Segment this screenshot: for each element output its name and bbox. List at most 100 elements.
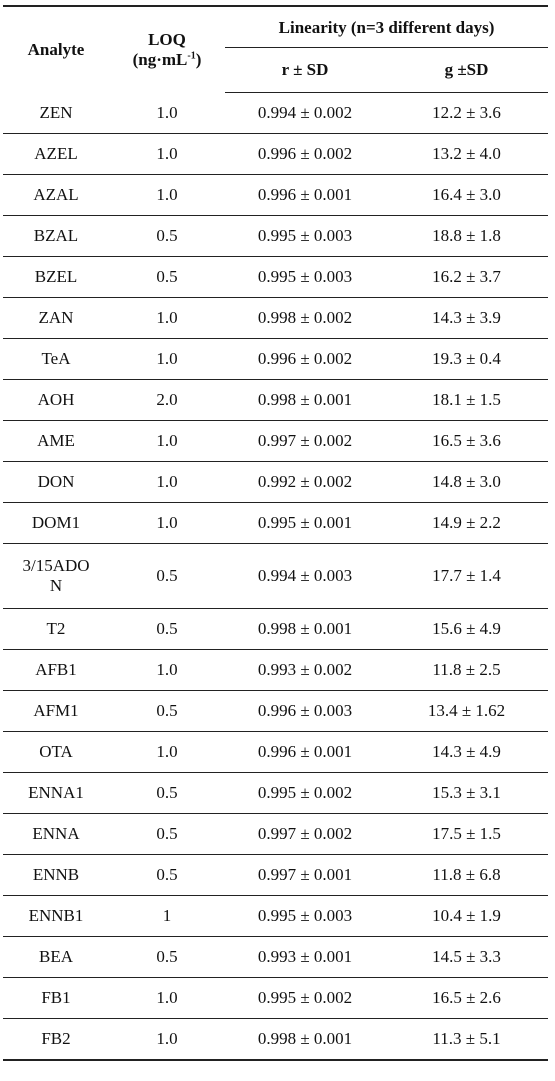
cell-loq: 1.0 bbox=[109, 649, 225, 691]
linearity-table: Analyte LOQ (ng·mL-1) Linearity (n=3 dif… bbox=[3, 5, 549, 1061]
cell-r-sd: 0.992 ± 0.002 bbox=[225, 461, 385, 503]
cell-r-sd: 0.996 ± 0.003 bbox=[225, 690, 385, 732]
cell-r-sd: 0.996 ± 0.002 bbox=[225, 133, 385, 175]
cell-r-sd: 0.995 ± 0.002 bbox=[225, 977, 385, 1019]
cell-g-sd: 11.3 ± 5.1 bbox=[385, 1018, 549, 1061]
cell-g-sd: 14.3 ± 3.9 bbox=[385, 297, 549, 339]
cell-analyte: ENNB1 bbox=[3, 895, 109, 937]
cell-analyte: ENNB bbox=[3, 854, 109, 896]
header-linearity: Linearity (n=3 different days) bbox=[225, 6, 549, 48]
table-row: AFB1 1.0 0.993 ± 0.002 11.8 ± 2.5 bbox=[3, 649, 549, 691]
cell-r-sd: 0.995 ± 0.003 bbox=[225, 256, 385, 298]
cell-r-sd: 0.996 ± 0.001 bbox=[225, 174, 385, 216]
cell-g-sd: 18.8 ± 1.8 bbox=[385, 215, 549, 257]
table-row: AZEL 1.0 0.996 ± 0.002 13.2 ± 4.0 bbox=[3, 133, 549, 175]
table-row: FB2 1.0 0.998 ± 0.001 11.3 ± 5.1 bbox=[3, 1018, 549, 1061]
header-loq-line2: (ng·mL-1) bbox=[132, 49, 202, 69]
cell-loq: 1.0 bbox=[109, 297, 225, 339]
cell-g-sd: 15.3 ± 3.1 bbox=[385, 772, 549, 814]
cell-g-sd: 14.3 ± 4.9 bbox=[385, 731, 549, 773]
cell-analyte: AFM1 bbox=[3, 690, 109, 732]
header-r-sd: r ± SD bbox=[225, 47, 385, 93]
table-row: ENNB 0.5 0.997 ± 0.001 11.8 ± 6.8 bbox=[3, 854, 549, 896]
cell-r-sd: 0.997 ± 0.002 bbox=[225, 420, 385, 462]
table-row: ZEN 1.0 0.994 ± 0.002 12.2 ± 3.6 bbox=[3, 92, 549, 134]
cell-loq: 0.5 bbox=[109, 690, 225, 732]
table-body: ZEN 1.0 0.994 ± 0.002 12.2 ± 3.6 AZEL 1.0 0.99… bbox=[3, 92, 549, 1061]
table-row: FB1 1.0 0.995 ± 0.002 16.5 ± 2.6 bbox=[3, 977, 549, 1019]
cell-analyte: DOM1 bbox=[3, 502, 109, 544]
table-row: DON 1.0 0.992 ± 0.002 14.8 ± 3.0 bbox=[3, 461, 549, 503]
cell-r-sd: 0.995 ± 0.003 bbox=[225, 895, 385, 937]
cell-analyte: AME bbox=[3, 420, 109, 462]
cell-r-sd: 0.997 ± 0.001 bbox=[225, 854, 385, 896]
cell-r-sd: 0.996 ± 0.002 bbox=[225, 338, 385, 380]
cell-analyte: TeA bbox=[3, 338, 109, 380]
cell-r-sd: 0.995 ± 0.002 bbox=[225, 772, 385, 814]
cell-analyte: ENNA1 bbox=[3, 772, 109, 814]
cell-r-sd: 0.998 ± 0.001 bbox=[225, 379, 385, 421]
cell-r-sd: 0.993 ± 0.001 bbox=[225, 936, 385, 978]
cell-loq: 1.0 bbox=[109, 174, 225, 216]
cell-analyte: FB2 bbox=[3, 1018, 109, 1061]
cell-loq: 0.5 bbox=[109, 608, 225, 650]
cell-loq: 0.5 bbox=[109, 256, 225, 298]
cell-r-sd: 0.993 ± 0.002 bbox=[225, 649, 385, 691]
cell-g-sd: 10.4 ± 1.9 bbox=[385, 895, 549, 937]
header-g-sd: g ±SD bbox=[385, 47, 549, 93]
table-row: ENNA 0.5 0.997 ± 0.002 17.5 ± 1.5 bbox=[3, 813, 549, 855]
cell-analyte: 3/15ADO N bbox=[3, 543, 109, 609]
cell-g-sd: 16.4 ± 3.0 bbox=[385, 174, 549, 216]
header-loq-sup: -1 bbox=[187, 50, 196, 62]
cell-analyte: ENNA bbox=[3, 813, 109, 855]
cell-g-sd: 11.8 ± 6.8 bbox=[385, 854, 549, 896]
cell-analyte: AOH bbox=[3, 379, 109, 421]
cell-loq: 0.5 bbox=[109, 543, 225, 609]
header-loq: LOQ (ng·mL-1) bbox=[109, 6, 225, 93]
table-row: BEA 0.5 0.993 ± 0.001 14.5 ± 3.3 bbox=[3, 936, 549, 978]
table-row: AFM1 0.5 0.996 ± 0.003 13.4 ± 1.62 bbox=[3, 690, 549, 732]
table-row: DOM1 1.0 0.995 ± 0.001 14.9 ± 2.2 bbox=[3, 502, 549, 544]
table-row: AME 1.0 0.997 ± 0.002 16.5 ± 3.6 bbox=[3, 420, 549, 462]
table-header: Analyte LOQ (ng·mL-1) Linearity (n=3 dif… bbox=[3, 6, 549, 93]
cell-g-sd: 18.1 ± 1.5 bbox=[385, 379, 549, 421]
cell-analyte: ZEN bbox=[3, 92, 109, 134]
cell-loq: 0.5 bbox=[109, 215, 225, 257]
cell-loq: 0.5 bbox=[109, 813, 225, 855]
cell-loq: 1.0 bbox=[109, 338, 225, 380]
table-row: ENNA1 0.5 0.995 ± 0.002 15.3 ± 3.1 bbox=[3, 772, 549, 814]
table-row: 3/15ADO N 0.5 0.994 ± 0.003 17.7 ± 1.4 bbox=[3, 543, 549, 609]
table-row: AOH 2.0 0.998 ± 0.001 18.1 ± 1.5 bbox=[3, 379, 549, 421]
cell-loq: 1.0 bbox=[109, 420, 225, 462]
cell-g-sd: 13.4 ± 1.62 bbox=[385, 690, 549, 732]
cell-loq: 1.0 bbox=[109, 1018, 225, 1061]
header-analyte: Analyte bbox=[27, 39, 85, 59]
cell-g-sd: 12.2 ± 3.6 bbox=[385, 92, 549, 134]
cell-analyte: BZEL bbox=[3, 256, 109, 298]
cell-analyte: BEA bbox=[3, 936, 109, 978]
cell-g-sd: 14.9 ± 2.2 bbox=[385, 502, 549, 544]
cell-g-sd: 15.6 ± 4.9 bbox=[385, 608, 549, 650]
cell-g-sd: 17.7 ± 1.4 bbox=[385, 543, 549, 609]
cell-r-sd: 0.995 ± 0.003 bbox=[225, 215, 385, 257]
cell-loq: 1.0 bbox=[109, 133, 225, 175]
cell-analyte: DON bbox=[3, 461, 109, 503]
cell-loq: 1.0 bbox=[109, 461, 225, 503]
cell-g-sd: 11.8 ± 2.5 bbox=[385, 649, 549, 691]
cell-r-sd: 0.994 ± 0.003 bbox=[225, 543, 385, 609]
cell-r-sd: 0.998 ± 0.002 bbox=[225, 297, 385, 339]
cell-analyte: AZEL bbox=[3, 133, 109, 175]
cell-g-sd: 19.3 ± 0.4 bbox=[385, 338, 549, 380]
cell-g-sd: 14.8 ± 3.0 bbox=[385, 461, 549, 503]
cell-analyte: AZAL bbox=[3, 174, 109, 216]
cell-r-sd: 0.995 ± 0.001 bbox=[225, 502, 385, 544]
table-row: TeA 1.0 0.996 ± 0.002 19.3 ± 0.4 bbox=[3, 338, 549, 380]
cell-r-sd: 0.998 ± 0.001 bbox=[225, 1018, 385, 1061]
cell-analyte: AFB1 bbox=[3, 649, 109, 691]
cell-loq: 1.0 bbox=[109, 977, 225, 1019]
cell-analyte: OTA bbox=[3, 731, 109, 773]
cell-loq: 1.0 bbox=[109, 92, 225, 134]
cell-loq: 1 bbox=[109, 895, 225, 937]
cell-analyte: FB1 bbox=[3, 977, 109, 1019]
